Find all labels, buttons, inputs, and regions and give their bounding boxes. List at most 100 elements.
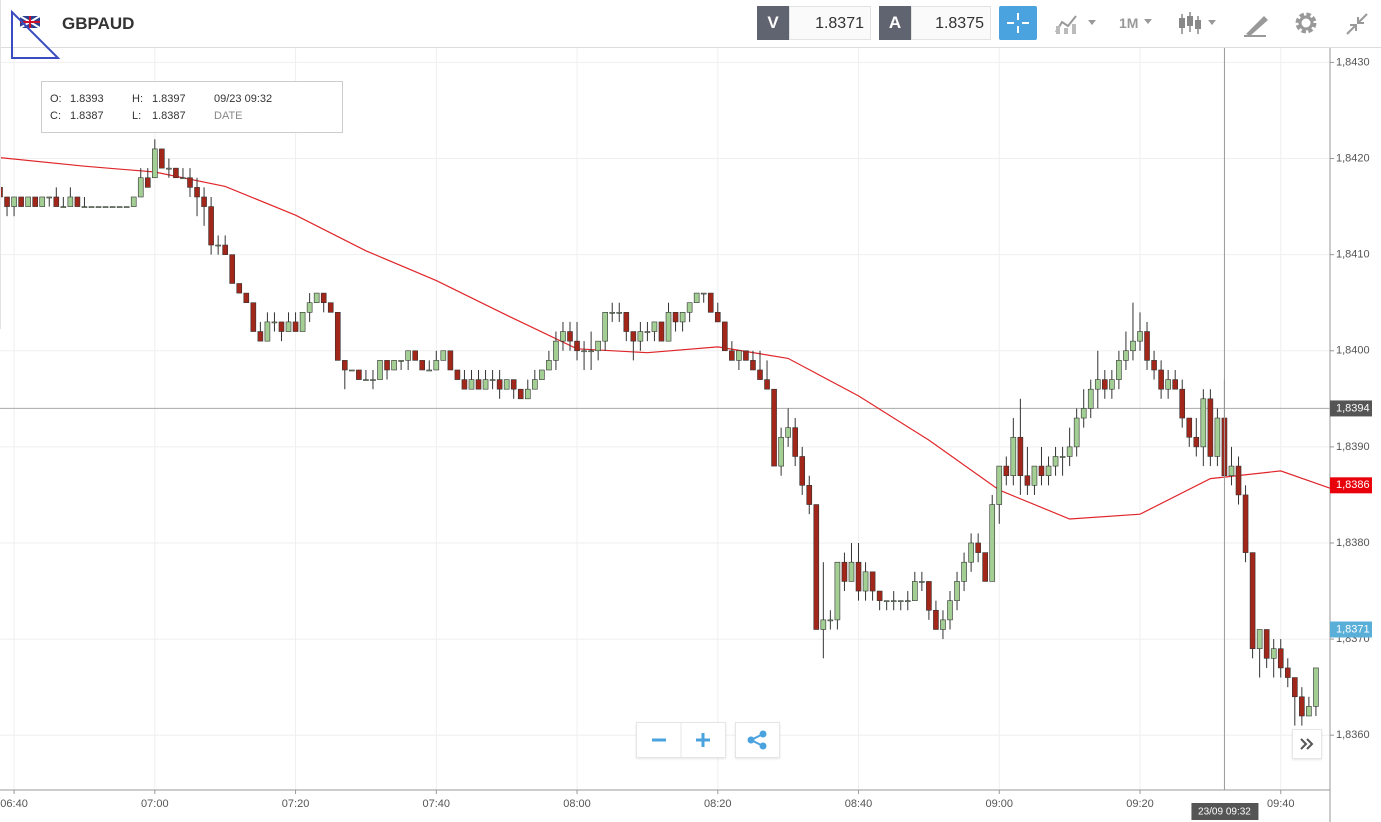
bid-button[interactable]: V [757, 6, 789, 40]
candle-body [440, 350, 447, 361]
candle-body [1256, 629, 1263, 650]
candle-body [1263, 629, 1270, 659]
candle-body [581, 350, 587, 353]
scroll-right-button[interactable] [1292, 729, 1322, 759]
candle-body [1109, 379, 1115, 390]
share-button[interactable] [735, 722, 780, 758]
candle-type-button[interactable] [1176, 10, 1226, 38]
candle-body [391, 360, 397, 371]
candle-body [722, 321, 728, 352]
candle-body [532, 379, 538, 390]
candle-body [933, 609, 939, 630]
candle-body [257, 331, 264, 342]
candle-body [236, 283, 243, 294]
candle-body [778, 436, 784, 467]
candle-body [771, 388, 777, 467]
candle-body [299, 312, 306, 332]
candle-body [327, 302, 334, 313]
timeframe[interactable]: 1M [1119, 15, 1139, 31]
candle-body [356, 369, 362, 380]
candle-body [1306, 706, 1312, 717]
candle-body [1270, 648, 1277, 659]
candle-body [447, 350, 454, 371]
candle-body [1158, 369, 1164, 390]
separator [0, 47, 1, 94]
y-tick-label: 1,8400 [1336, 345, 1370, 357]
candle-body [1038, 465, 1045, 477]
candle-body [46, 196, 53, 199]
tooltip-value: 1.8387 [70, 110, 104, 122]
separator [0, 235, 1, 282]
candle-body [130, 196, 137, 207]
candle-body [553, 340, 559, 361]
tooltip-value: 1.8387 [152, 110, 186, 122]
candle-body [349, 369, 355, 372]
candle-body [1094, 379, 1101, 390]
candle-body [1066, 446, 1073, 457]
candle-body [370, 379, 376, 381]
candle-body [412, 350, 418, 361]
candle-body [602, 312, 608, 342]
candle-body [637, 331, 644, 342]
dropdown [1144, 19, 1152, 24]
candle-body [398, 360, 404, 362]
candle-body [623, 312, 630, 332]
candle-body [32, 196, 38, 207]
candle-body [468, 379, 475, 390]
candle-body [0, 187, 3, 198]
candle-body [1228, 465, 1235, 477]
candle-body [588, 350, 594, 353]
candle-body [95, 206, 102, 208]
candle-body [39, 196, 46, 207]
separator [0, 282, 1, 329]
candle-body [736, 350, 742, 361]
candle-body [574, 340, 580, 352]
y-tick-label: 1,8360 [1336, 729, 1370, 741]
draw-button[interactable] [1242, 10, 1270, 38]
ohlc-tooltip: O: 1.8393 H: 1.8397 09/23 09:32 C: 1.838… [41, 81, 343, 133]
candle-body [947, 600, 953, 621]
candle-body [1207, 398, 1214, 457]
candle-body [693, 292, 700, 304]
crosshair-button[interactable] [999, 6, 1037, 40]
candle-body [116, 206, 123, 208]
candle-body [285, 321, 292, 332]
x-tick-label: 09:40 [1267, 798, 1295, 810]
settings-button[interactable] [1292, 9, 1320, 37]
candle-body [81, 206, 88, 208]
candle-body [560, 331, 566, 342]
y-tick-label: 1,8430 [1336, 56, 1370, 68]
tooltip-label: H: [132, 93, 143, 105]
candle-body [961, 561, 967, 582]
candle-body [630, 331, 637, 342]
bid-price: 1.8371 [789, 6, 871, 40]
candle-body [342, 360, 348, 371]
candle-body [74, 196, 81, 207]
candle-body [194, 187, 200, 198]
candle-body [1116, 360, 1122, 380]
price-label: 1,8386 [1336, 479, 1370, 491]
x-tick-label: 07:20 [282, 798, 310, 810]
candle-body [743, 350, 749, 361]
candle-body [750, 360, 756, 371]
price-label-box [1330, 477, 1372, 494]
candle-body [546, 360, 552, 371]
separator [0, 94, 1, 141]
candle-body [229, 254, 236, 284]
collapse-button[interactable] [1343, 10, 1371, 38]
candle-body [433, 360, 440, 371]
ask-button[interactable]: A [879, 6, 911, 40]
chart-type-button[interactable] [1052, 10, 1102, 38]
candle-body [243, 292, 250, 304]
candle-body [975, 542, 981, 553]
crosshair-label: 23/09 09:32 [1198, 807, 1251, 818]
candle-body [271, 321, 278, 324]
y-tick-label: 1,8420 [1336, 152, 1370, 164]
candle-body [1017, 436, 1024, 477]
candle-body [1024, 475, 1031, 486]
candle-body [1080, 408, 1087, 419]
candle-body [996, 465, 1003, 505]
candle-body [644, 331, 651, 333]
candle-body [658, 321, 665, 342]
